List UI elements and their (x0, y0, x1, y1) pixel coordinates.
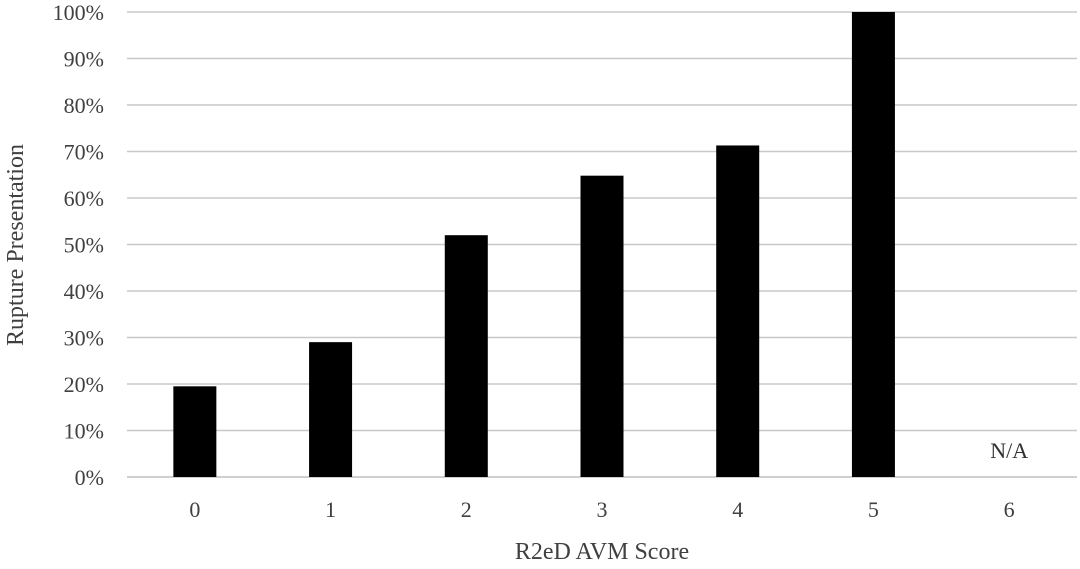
bar-score-0 (173, 386, 217, 477)
bar-score-2 (444, 235, 488, 477)
y-tick-label: 0% (75, 465, 104, 490)
x-axis-ticks: 0 1 2 3 4 5 6 (189, 497, 1014, 522)
y-tick-label: 10% (64, 419, 104, 444)
bar-score-5 (851, 12, 895, 477)
y-tick-label: 20% (64, 372, 104, 397)
y-tick-label: 90% (64, 47, 104, 72)
x-tick-label: 1 (325, 497, 336, 522)
y-tick-label: 80% (64, 93, 104, 118)
bar-score-4 (716, 145, 760, 477)
y-tick-label: 50% (64, 233, 104, 258)
x-tick-label: 3 (597, 497, 608, 522)
y-tick-label: 60% (64, 186, 104, 211)
y-tick-label: 70% (64, 140, 104, 165)
annotation-na: N/A (990, 438, 1028, 463)
bars (173, 12, 895, 477)
y-tick-label: 40% (64, 279, 104, 304)
x-tick-label: 0 (189, 497, 200, 522)
bar-score-1 (309, 342, 353, 477)
y-axis-ticks: 0% 10% 20% 30% 40% 50% 60% 70% 80% 90% 100% (53, 0, 104, 490)
y-axis-title: Rupture Presentation (3, 144, 29, 346)
x-tick-label: 4 (732, 497, 743, 522)
annotations: N/A (990, 438, 1028, 463)
x-tick-label: 5 (868, 497, 879, 522)
y-tick-label: 30% (64, 326, 104, 351)
y-tick-label: 100% (53, 0, 104, 25)
x-axis-title: R2eD AVM Score (515, 539, 689, 564)
bar-score-3 (580, 175, 624, 477)
x-tick-label: 2 (461, 497, 472, 522)
x-tick-label: 6 (1004, 497, 1015, 522)
